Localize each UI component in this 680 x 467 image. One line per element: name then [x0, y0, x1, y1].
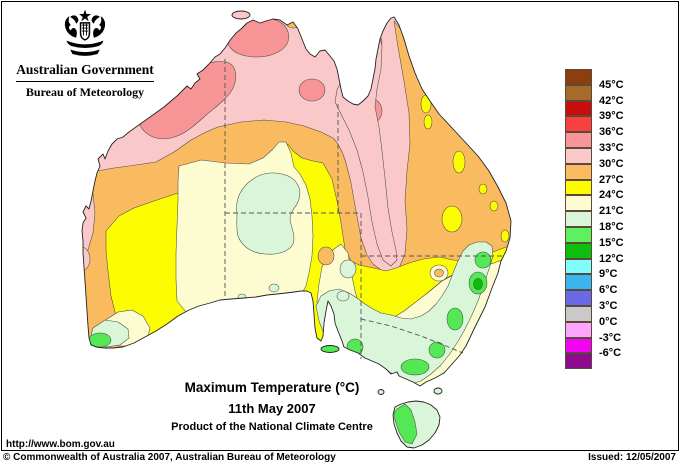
- map-captions: Maximum Temperature (°C) 11th May 2007 P…: [122, 380, 422, 433]
- bom-url: http://www.bom.gov.au: [6, 439, 115, 450]
- issued-timestamp: Issued: 12/05/2007: [588, 452, 676, 463]
- king-island-outline: [377, 389, 385, 395]
- map-frame: Australian Government Bureau of Meteorol…: [1, 1, 679, 451]
- kangaroo-island-outline: [320, 345, 340, 353]
- melville-island-outline: [231, 10, 251, 20]
- flinders-island-outline: [433, 387, 443, 395]
- header-divider: [16, 81, 154, 82]
- map-product-line: Product of the National Climate Centre: [171, 421, 373, 433]
- government-title: Australian Government: [16, 62, 154, 77]
- map-title: Maximum Temperature (°C): [184, 380, 360, 395]
- australia-temperature-map: [81, 10, 512, 449]
- government-header: Australian Government Bureau of Meteorol…: [10, 8, 160, 100]
- map-date: 11th May 2007: [228, 401, 316, 416]
- state-borders: [224, 59, 504, 359]
- band-12-15-spot: [473, 278, 483, 290]
- band-27-30-spots: [317, 246, 444, 278]
- band-15-18: [88, 251, 492, 445]
- coat-of-arms-icon: [64, 9, 106, 56]
- coastline: [81, 16, 512, 449]
- footer-row: © Commonwealth of Australia 2007, Austra…: [0, 451, 680, 467]
- copyright-text: © Commonwealth of Australia 2007, Austra…: [3, 452, 336, 463]
- bureau-title: Bureau of Meteorology: [25, 85, 145, 99]
